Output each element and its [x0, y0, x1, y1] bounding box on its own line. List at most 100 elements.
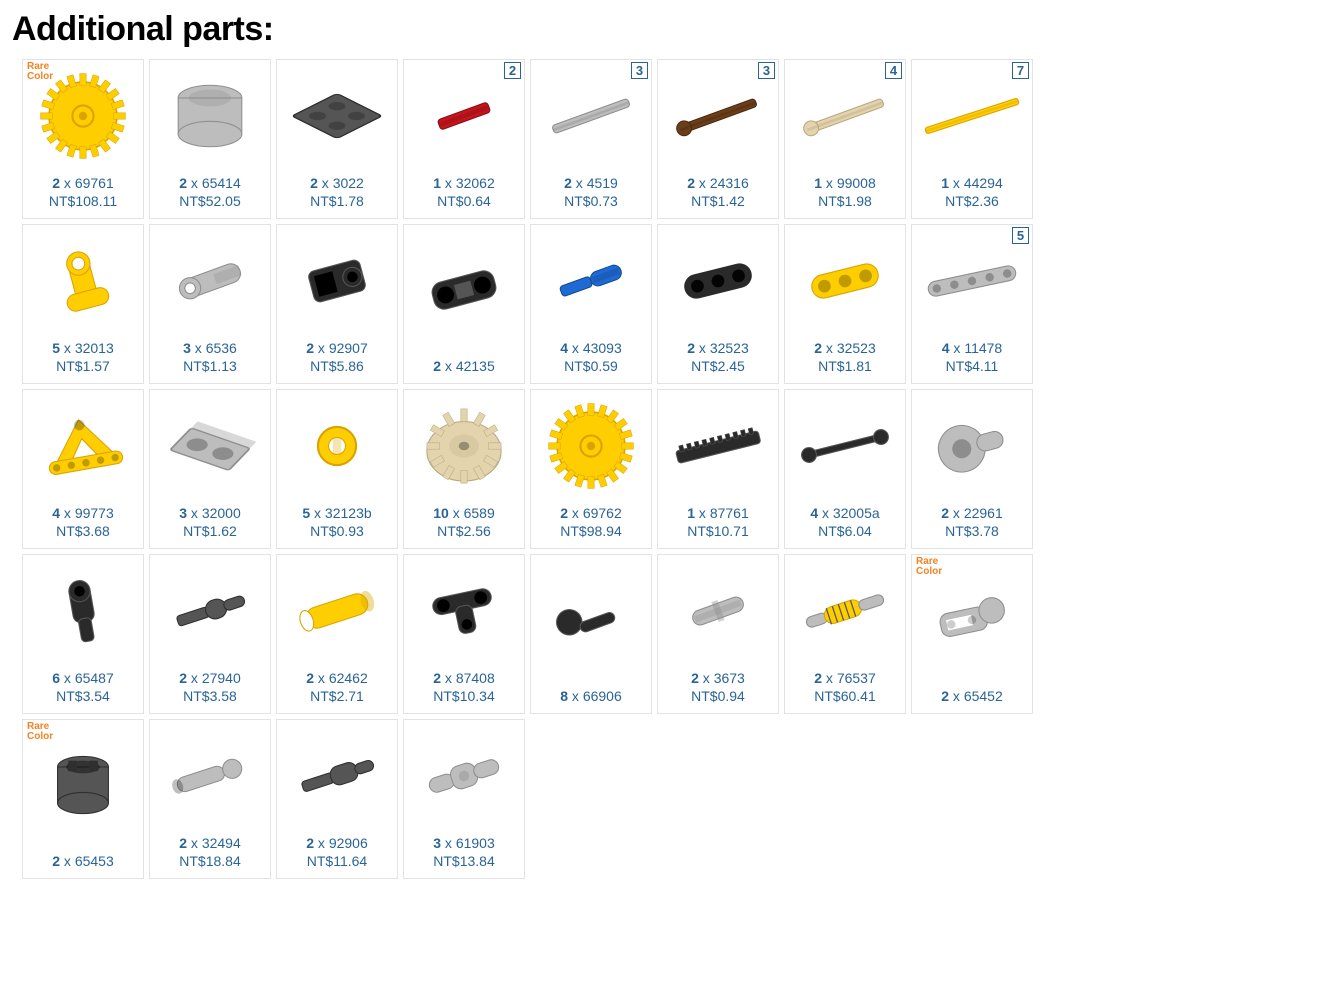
part-card[interactable]: 4 x 43093NT$0.59 — [530, 224, 652, 384]
part-card[interactable]: 21 x 32062NT$0.64 — [403, 59, 525, 219]
part-card[interactable]: 2 x 65414NT$52.05 — [149, 59, 271, 219]
part-card[interactable]: 32 x 24316NT$1.42 — [657, 59, 779, 219]
part-qty-id: 3 x 61903 — [406, 834, 522, 852]
part-id: 44294 — [964, 175, 1003, 191]
part-qty-id: 2 x 69761 — [25, 174, 141, 192]
part-card[interactable]: 2 x 22961NT$3.78 — [911, 389, 1033, 549]
part-card[interactable]: 54 x 11478NT$4.11 — [911, 224, 1033, 384]
part-card[interactable]: 3 x 32000NT$1.62 — [149, 389, 271, 549]
part-info: 2 x 65453 — [23, 850, 143, 878]
part-card[interactable]: 4 x 32005aNT$6.04 — [784, 389, 906, 549]
part-info: 4 x 43093NT$0.59 — [531, 337, 651, 383]
part-card[interactable]: 2 x 92906NT$11.64 — [276, 719, 398, 879]
part-id: 61903 — [456, 835, 495, 851]
part-card[interactable]: 6 x 65487NT$3.54 — [22, 554, 144, 714]
part-info: 2 x 27940NT$3.58 — [150, 667, 270, 713]
part-qty-id: 3 x 6536 — [152, 339, 268, 357]
part-card[interactable]: 32 x 4519NT$0.73 — [530, 59, 652, 219]
length-badge: 4 — [885, 62, 902, 79]
part-id: 87761 — [710, 505, 749, 521]
part-image — [404, 720, 524, 832]
part-price: NT$6.04 — [787, 522, 903, 540]
part-card[interactable]: 71 x 44294NT$2.36 — [911, 59, 1033, 219]
part-card[interactable]: 8 x 66906 — [530, 554, 652, 714]
part-id: 87408 — [456, 670, 495, 686]
part-price: NT$3.68 — [25, 522, 141, 540]
part-price: NT$2.71 — [279, 687, 395, 705]
part-price: NT$98.94 — [533, 522, 649, 540]
part-image — [23, 555, 143, 667]
part-card[interactable]: 3 x 61903NT$13.84 — [403, 719, 525, 879]
part-card[interactable]: 2 x 76537NT$60.41 — [784, 554, 906, 714]
part-info: 2 x 76537NT$60.41 — [785, 667, 905, 713]
part-image — [404, 225, 524, 355]
part-info: 2 x 22961NT$3.78 — [912, 502, 1032, 548]
part-id: 32123b — [325, 505, 372, 521]
part-qty: 3 — [179, 505, 187, 521]
part-info: 1 x 44294NT$2.36 — [912, 172, 1032, 218]
part-price: NT$0.64 — [406, 192, 522, 210]
part-qty-id: 5 x 32123b — [279, 504, 395, 522]
part-card[interactable]: 2 x 27940NT$3.58 — [149, 554, 271, 714]
part-image — [277, 60, 397, 172]
part-price: NT$1.81 — [787, 357, 903, 375]
part-id: 22961 — [964, 505, 1003, 521]
part-image — [531, 225, 651, 337]
part-info: 2 x 3022NT$1.78 — [277, 172, 397, 218]
part-qty-id: 5 x 32013 — [25, 339, 141, 357]
part-id: 65452 — [964, 688, 1003, 704]
part-qty: 4 — [560, 340, 568, 356]
part-info: 10 x 6589NT$2.56 — [404, 502, 524, 548]
part-info: 2 x 92906NT$11.64 — [277, 832, 397, 878]
part-card[interactable]: 2 x 32523NT$1.81 — [784, 224, 906, 384]
part-card[interactable]: 2 x 92907NT$5.86 — [276, 224, 398, 384]
part-qty-id: 2 x 24316 — [660, 174, 776, 192]
part-card[interactable]: 4 x 99773NT$3.68 — [22, 389, 144, 549]
part-image — [658, 225, 778, 337]
part-info: 4 x 11478NT$4.11 — [912, 337, 1032, 383]
part-card[interactable]: 3 x 6536NT$1.13 — [149, 224, 271, 384]
part-qty: 2 — [306, 670, 314, 686]
part-info: 6 x 65487NT$3.54 — [23, 667, 143, 713]
part-card[interactable]: Rare Color2 x 65452 — [911, 554, 1033, 714]
part-price: NT$3.54 — [25, 687, 141, 705]
part-id: 32062 — [456, 175, 495, 191]
part-info: 2 x 3673NT$0.94 — [658, 667, 778, 713]
part-image: 7 — [912, 60, 1032, 172]
part-card[interactable]: Rare Color2 x 65453 — [22, 719, 144, 879]
part-card[interactable]: 2 x 69762NT$98.94 — [530, 389, 652, 549]
part-price: NT$3.78 — [914, 522, 1030, 540]
part-card[interactable]: 2 x 3022NT$1.78 — [276, 59, 398, 219]
part-qty: 3 — [433, 835, 441, 851]
part-info: 5 x 32013NT$1.57 — [23, 337, 143, 383]
part-card[interactable]: 2 x 3673NT$0.94 — [657, 554, 779, 714]
part-card[interactable]: 2 x 32523NT$2.45 — [657, 224, 779, 384]
part-card[interactable]: 1 x 87761NT$10.71 — [657, 389, 779, 549]
part-qty-id: 3 x 32000 — [152, 504, 268, 522]
part-id: 24316 — [710, 175, 749, 191]
part-card[interactable]: 5 x 32123bNT$0.93 — [276, 389, 398, 549]
part-id: 32523 — [710, 340, 749, 356]
part-qty-id: 2 x 92906 — [279, 834, 395, 852]
part-price: NT$0.59 — [533, 357, 649, 375]
part-card[interactable]: 2 x 32494NT$18.84 — [149, 719, 271, 879]
part-card[interactable]: 2 x 87408NT$10.34 — [403, 554, 525, 714]
part-qty-id: 2 x 87408 — [406, 669, 522, 687]
part-image — [277, 555, 397, 667]
part-card[interactable]: 41 x 99008NT$1.98 — [784, 59, 906, 219]
part-image — [150, 720, 270, 832]
part-id: 32494 — [202, 835, 241, 851]
part-qty: 2 — [433, 358, 441, 374]
part-price: NT$13.84 — [406, 852, 522, 870]
part-qty: 2 — [179, 670, 187, 686]
length-badge: 3 — [631, 62, 648, 79]
part-image: 4 — [785, 60, 905, 172]
part-card[interactable]: 2 x 42135 — [403, 224, 525, 384]
part-card[interactable]: 5 x 32013NT$1.57 — [22, 224, 144, 384]
part-price: NT$18.84 — [152, 852, 268, 870]
part-card[interactable]: Rare Color2 x 69761NT$108.11 — [22, 59, 144, 219]
part-card[interactable]: 10 x 6589NT$2.56 — [403, 389, 525, 549]
part-card[interactable]: 2 x 62462NT$2.71 — [276, 554, 398, 714]
part-image — [785, 555, 905, 667]
part-info: 2 x 42135 — [404, 355, 524, 383]
